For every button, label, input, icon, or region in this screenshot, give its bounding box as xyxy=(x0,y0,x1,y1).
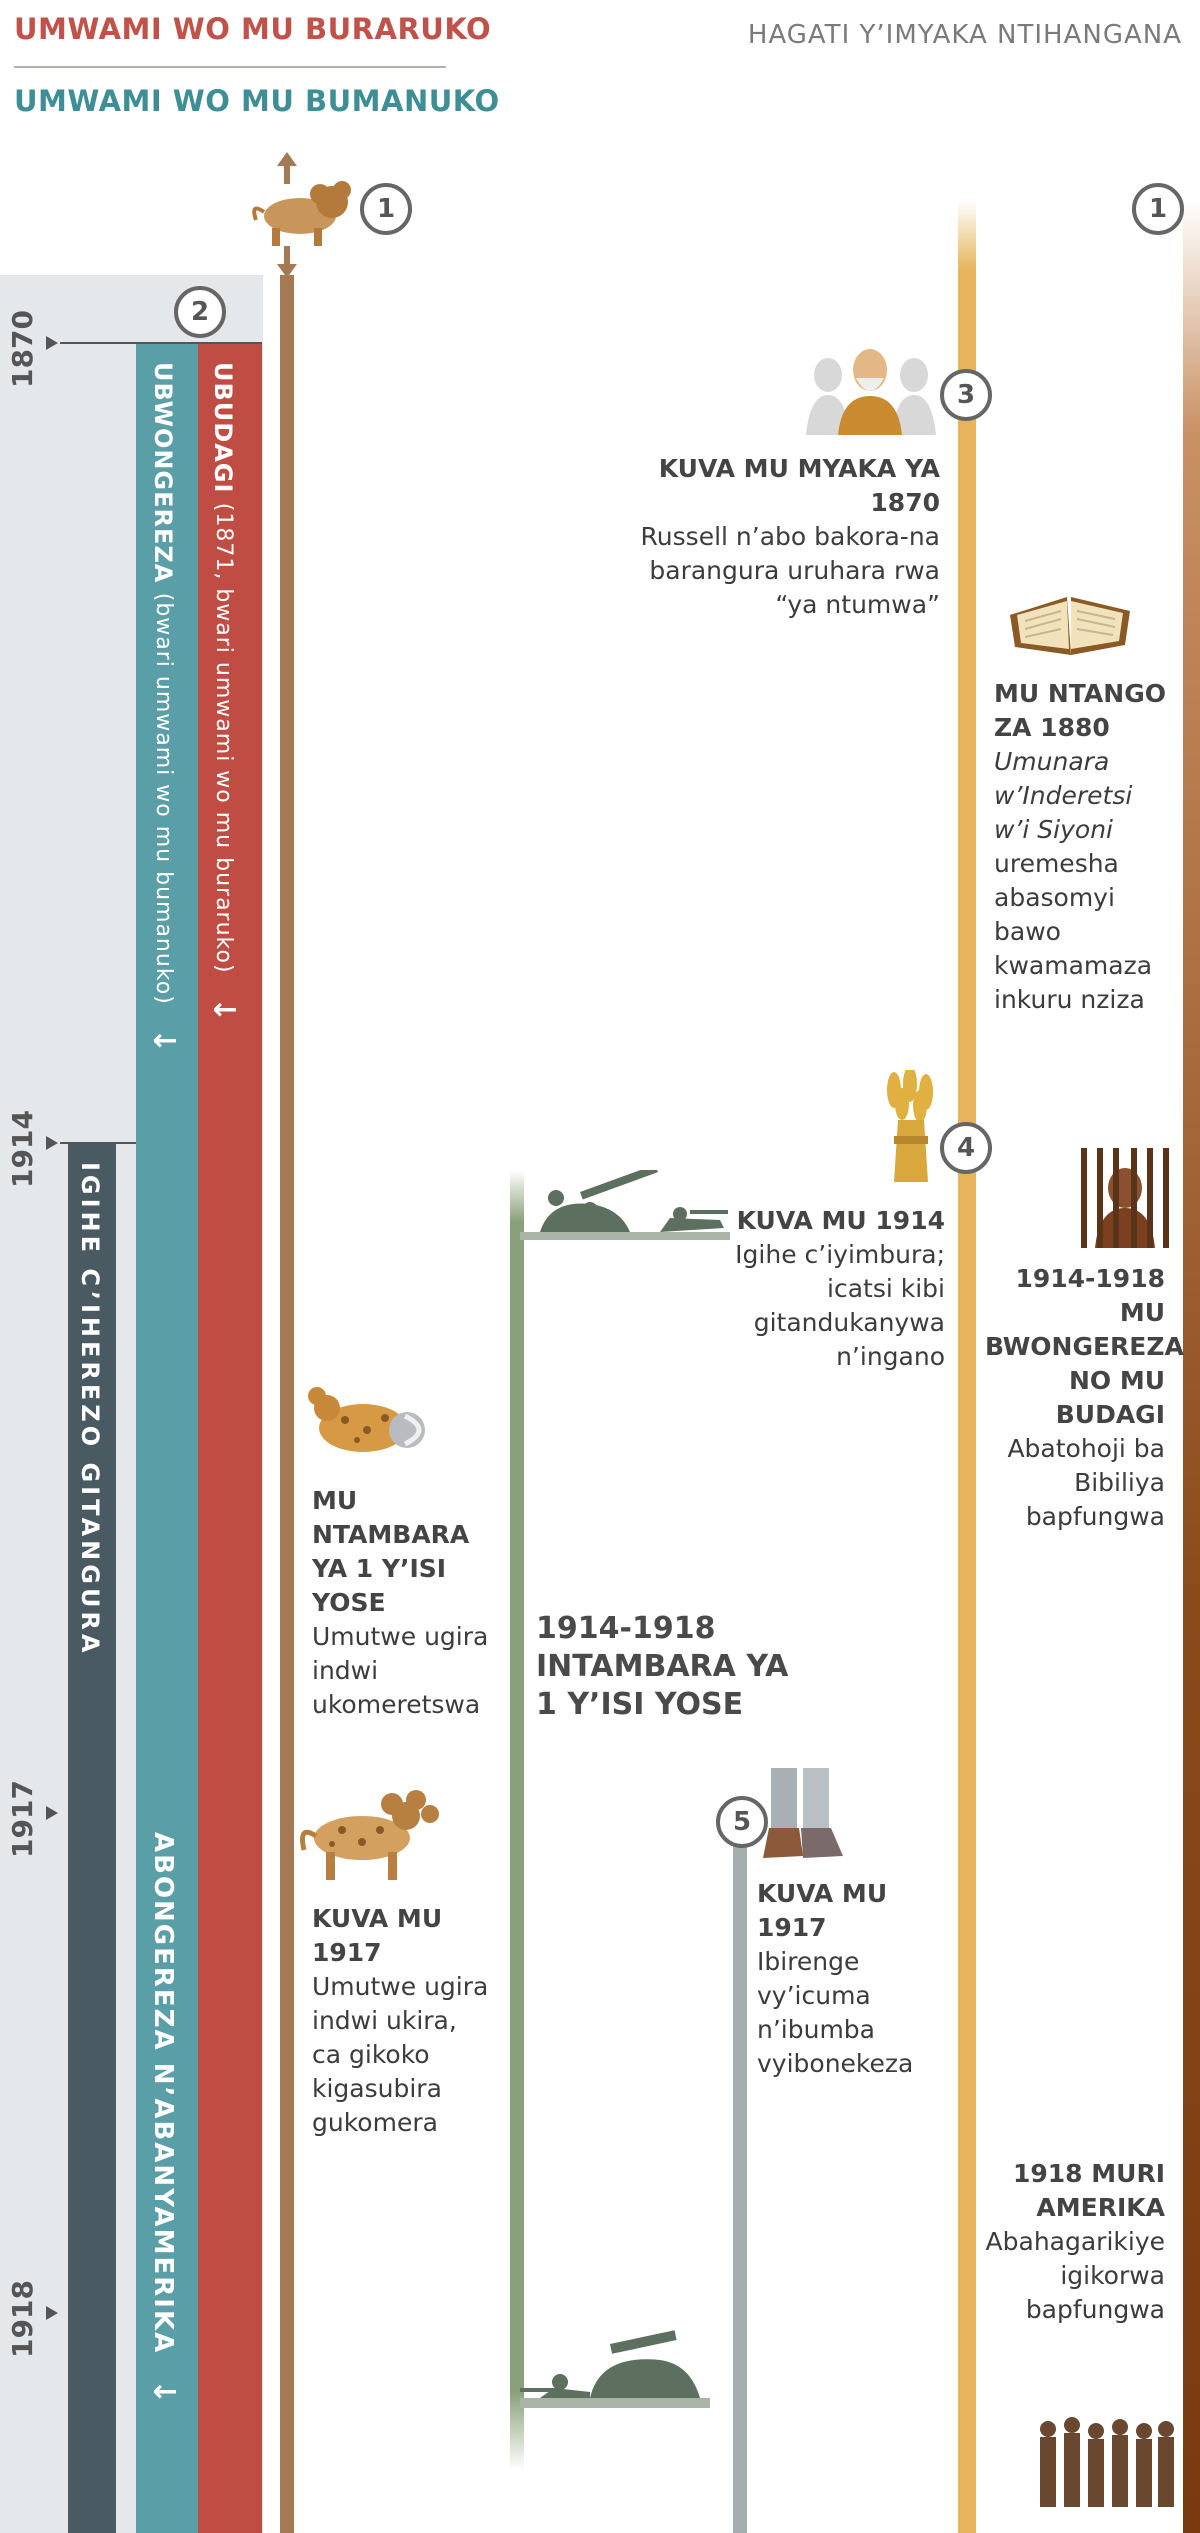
event-title: MU NTAMBARA YA 1 Y’ISI YOSE xyxy=(312,1486,470,1617)
event-body: Russell n’abo bakora-na barangura uruhar… xyxy=(640,522,940,619)
bar-britain xyxy=(136,342,198,2533)
bar-germany xyxy=(198,342,262,2533)
year-tick xyxy=(46,336,58,350)
bar-anglo-american-label: ABONGEREZA N’ABANYAMERIKA ↓ xyxy=(146,1832,181,2407)
wheat-sheaf-icon xyxy=(876,1066,946,1189)
event-publication: Umunara w’Inderetsi w’i Siyoni xyxy=(994,747,1133,844)
event-title: KUVA MU 1917 xyxy=(757,1879,888,1942)
world-war-title: 1914-1918 INTAMBARA YA 1 Y’ISI YOSE xyxy=(536,1611,789,1722)
event-body: uremesha abasomyi bawo kwamamaza inkuru … xyxy=(994,849,1153,1014)
legend-king-south: UMWAMI WO MU BUMANUKO xyxy=(14,84,500,118)
bar-time-of-end-label: IGIHE C’IHEREZO GITANGURA xyxy=(76,1162,104,1657)
year-label: 1917 xyxy=(6,1780,39,1858)
event-1880s: MU NTANGO ZA 1880 Umunara w’Inderetsi w’… xyxy=(994,677,1174,1017)
year-tick xyxy=(46,1136,58,1150)
healed-beast-icon xyxy=(296,1780,446,1889)
line-events-rust xyxy=(1183,200,1200,2533)
legend-divider xyxy=(14,66,446,68)
lion-beast-icon xyxy=(242,150,362,284)
bar-time-of-end xyxy=(68,1142,116,2533)
event-1870s: KUVA MU MYAKA YA 1870 Russell n’abo bako… xyxy=(640,452,940,622)
russell-portrait-icon xyxy=(800,340,940,439)
bar-germany-label: UBUDAGI (1871, bwari umwami wo mu buraru… xyxy=(206,362,241,1024)
iron-clay-feet-icon xyxy=(763,1768,843,1867)
event-title: KUVA MU 1914 xyxy=(736,1206,945,1235)
line-events-gold xyxy=(958,200,976,2533)
event-1914: KUVA MU 1914 Igihe c’iyimbura; icatsi ki… xyxy=(700,1204,945,1374)
event-body: Ibirenge vy’icuma n’ibumba vyibonekeza xyxy=(757,1947,914,2078)
marker-1: 1 xyxy=(360,183,412,235)
year-tick xyxy=(46,2306,58,2320)
prison-bars-icon xyxy=(1075,1148,1175,1252)
connector-1870 xyxy=(60,342,262,344)
soldiers-icon xyxy=(520,2330,710,2414)
event-title: KUVA MU 1917 xyxy=(312,1904,443,1967)
legend-king-north: UMWAMI WO MU BURARUKO xyxy=(14,12,492,46)
line-feet xyxy=(733,1830,747,2533)
bar-britain-label: UBWONGEREZA (bwari umwami wo mu bumanuko… xyxy=(146,362,181,1055)
event-1914-1918-imprisoned: 1914-1918 MU BWONGEREZA NO MU BUDAGI Aba… xyxy=(985,1262,1184,1534)
event-1917-feet: KUVA MU 1917 Ibirenge vy’icuma n’ibumba … xyxy=(757,1877,957,2081)
open-bible-icon xyxy=(1005,585,1135,669)
event-title: 1918 MURI AMERIKA xyxy=(1012,2159,1165,2222)
connector-1914 xyxy=(60,1142,136,1144)
event-body: Umutwe ugira indwi ukira, ca gikoko kiga… xyxy=(312,1972,489,2137)
event-1917-beast: KUVA MU 1917 Umutwe ugira indwi ukira, c… xyxy=(312,1902,492,2140)
line-world-war xyxy=(510,1170,524,2470)
prisoners-group-icon xyxy=(1030,2415,1180,2514)
marker-4: 4 xyxy=(940,1122,992,1174)
event-ww1-head-wounded: MU NTAMBARA YA 1 Y’ISI YOSE Umutwe ugira… xyxy=(312,1484,492,1722)
year-tick xyxy=(46,1806,58,1820)
marker-2: 2 xyxy=(174,286,226,338)
event-body: Igihe c’iyimbura; icatsi kibi gitandukan… xyxy=(735,1240,945,1371)
event-title: KUVA MU MYAKA YA 1870 xyxy=(658,454,940,517)
year-label: 1870 xyxy=(6,310,39,388)
year-label: 1918 xyxy=(6,2280,39,2358)
event-body: Umutwe ugira indwi ukomeretswa xyxy=(312,1622,489,1719)
wounded-beast-icon xyxy=(305,1380,435,1469)
event-title: 1914-1918 MU BWONGEREZA NO MU BUDAGI xyxy=(985,1264,1184,1429)
event-1918-america: 1918 MURI AMERIKA Abahagarikiye igikorwa… xyxy=(985,2157,1165,2327)
line-king-north xyxy=(280,275,294,2533)
soldiers-icon xyxy=(520,1164,730,1244)
marker-5: 5 xyxy=(716,1796,768,1848)
event-body: Abahagarikiye igikorwa bapfungwa xyxy=(985,2227,1165,2324)
header-title: HAGATI Y’IMYAKA NTIHANGANA xyxy=(747,20,1182,50)
event-title: MU NTANGO ZA 1880 xyxy=(994,679,1166,742)
year-label: 1914 xyxy=(6,1110,39,1188)
marker-3: 3 xyxy=(940,369,992,421)
event-body: Abatohoji ba Bibiliya bapfungwa xyxy=(1007,1434,1165,1531)
marker-1-right: 1 xyxy=(1132,183,1184,235)
